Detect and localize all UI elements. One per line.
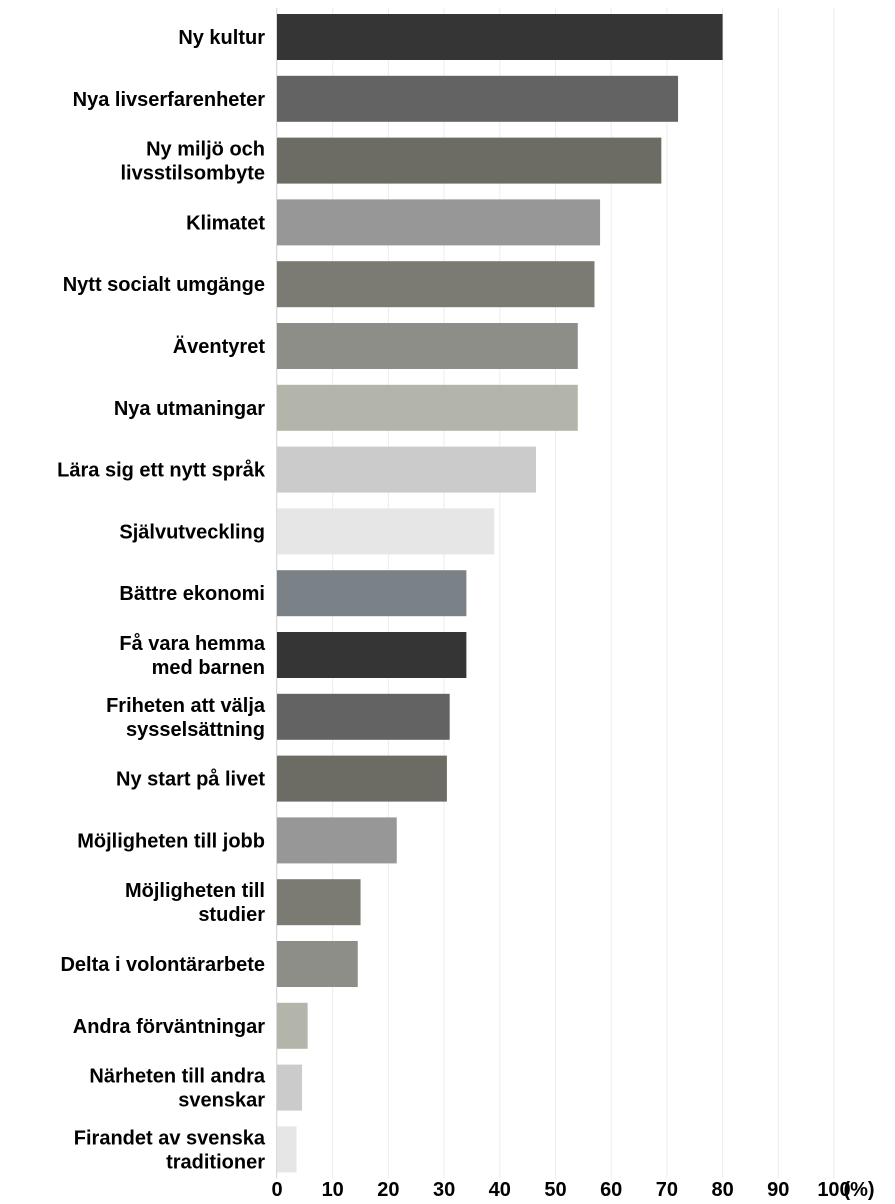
category-label-line: Bättre ekonomi [119,583,265,605]
category-label-line: med barnen [152,657,265,679]
bar [277,261,595,308]
category-label: Äventyret [173,335,266,358]
bar [277,632,467,678]
category-label: Nya utmaningar [114,398,265,420]
bar [277,755,447,802]
bar [277,693,450,740]
category-label: Lära sig ett nytt språk [57,459,266,482]
x-axis-ticks: 0 10 20 30 40 50 60 70 80 90 100 [271,1179,850,1201]
category-label-line: Ny start på livet [116,768,265,791]
category-label: Möjligheten till studier [125,880,265,926]
bar [277,879,361,926]
x-tick-label: 20 [377,1179,399,1201]
category-labels: Ny kultur Nya livserfarenheter Ny miljö oc… [57,27,266,1173]
category-label-line: Lära sig ett nytt språk [57,459,266,482]
category-label-line: svenskar [178,1090,265,1112]
category-label-line: Firandet av svenska [74,1127,266,1149]
category-label: Ny kultur [178,27,265,49]
category-label-line: Nya livserfarenheter [73,89,266,111]
category-label: Ny start på livet [116,768,265,791]
bar [277,199,601,246]
x-tick-label: 80 [711,1179,733,1201]
category-label-line: livsstilsombyte [120,163,265,185]
category-label-line: sysselsättning [126,719,265,741]
x-tick-label: 50 [544,1179,566,1201]
x-tick-label: 90 [767,1179,789,1201]
category-label-line: Närheten till andra [89,1066,265,1088]
category-label: Bättre ekonomi [119,583,265,605]
category-label: Firandet av svenska traditioner [74,1127,266,1173]
category-label-line: Nytt socialt umgänge [63,274,265,296]
category-label: Möjligheten till jobb [77,830,265,852]
category-label-line: Klimatet [186,212,265,234]
category-label-line: traditioner [166,1151,265,1173]
bar [277,14,723,60]
x-axis-unit-label: (%) [843,1179,874,1201]
x-tick-label: 10 [322,1179,344,1201]
category-label: Klimatet [186,212,265,234]
category-label-line: Få vara hemma [119,632,266,655]
category-label: Nya livserfarenheter [73,89,266,111]
category-label-line: Möjligheten till [125,880,265,902]
category-label: Ny miljö och livsstilsombyte [120,139,265,185]
category-label: Närheten till andra svenskar [89,1066,265,1112]
bar [277,384,578,431]
bar [277,1064,303,1111]
bar [277,323,578,369]
x-tick-label: 40 [489,1179,511,1201]
category-label-line: Nya utmaningar [114,398,265,420]
category-label-line: Ny miljö och [146,139,265,161]
category-label-line: studier [198,904,265,926]
category-label-line: Självutveckling [119,521,265,543]
bar [277,75,679,122]
x-tick-label: 60 [600,1179,622,1201]
bar [277,1126,297,1173]
bar [277,508,495,555]
category-label: Nytt socialt umgänge [63,274,265,296]
bar [277,941,358,987]
category-label-line: Ny kultur [178,27,265,49]
category-label-line: Äventyret [173,335,266,358]
category-label: Få vara hemma med barnen [119,632,266,679]
bar [277,817,397,864]
x-tick-label: 0 [271,1179,282,1201]
x-tick-label: 100 [817,1179,850,1201]
bar [277,1002,308,1049]
category-label: Självutveckling [119,521,265,543]
category-label-line: Möjligheten till jobb [77,830,265,852]
category-label-line: Delta i volontärarbete [60,954,265,976]
category-label: Andra förväntningar [73,1016,265,1038]
bar [277,137,662,184]
bar [277,570,467,617]
x-tick-label: 70 [656,1179,678,1201]
bars [277,14,723,1173]
bar [277,446,537,493]
x-tick-label: 30 [433,1179,455,1201]
category-label-line: Andra förväntningar [73,1016,265,1038]
category-label: Friheten att välja sysselsättning [106,695,266,741]
category-label: Delta i volontärarbete [60,954,265,976]
category-label-line: Friheten att välja [106,695,266,717]
